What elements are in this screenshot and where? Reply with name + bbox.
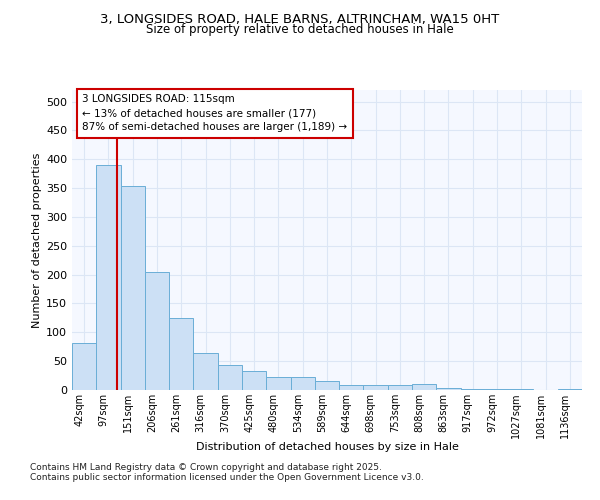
Text: 3 LONGSIDES ROAD: 115sqm
← 13% of detached houses are smaller (177)
87% of semi-: 3 LONGSIDES ROAD: 115sqm ← 13% of detach… — [82, 94, 347, 132]
Text: Contains HM Land Registry data © Crown copyright and database right 2025.: Contains HM Land Registry data © Crown c… — [30, 464, 382, 472]
Bar — [193, 352, 218, 390]
Bar — [242, 371, 266, 390]
Bar — [388, 385, 412, 390]
Bar — [315, 382, 339, 390]
Bar — [218, 364, 242, 390]
Text: Contains public sector information licensed under the Open Government Licence v3: Contains public sector information licen… — [30, 474, 424, 482]
Bar — [72, 342, 96, 390]
Bar — [339, 386, 364, 390]
Text: 3, LONGSIDES ROAD, HALE BARNS, ALTRINCHAM, WA15 0HT: 3, LONGSIDES ROAD, HALE BARNS, ALTRINCHA… — [100, 12, 500, 26]
Bar — [412, 384, 436, 390]
Bar — [96, 165, 121, 390]
Bar — [266, 378, 290, 390]
Bar — [436, 388, 461, 390]
Y-axis label: Number of detached properties: Number of detached properties — [32, 152, 42, 328]
Bar — [145, 272, 169, 390]
X-axis label: Distribution of detached houses by size in Hale: Distribution of detached houses by size … — [196, 442, 458, 452]
Bar — [169, 318, 193, 390]
Bar — [364, 385, 388, 390]
Bar — [290, 376, 315, 390]
Text: Size of property relative to detached houses in Hale: Size of property relative to detached ho… — [146, 22, 454, 36]
Bar — [121, 186, 145, 390]
